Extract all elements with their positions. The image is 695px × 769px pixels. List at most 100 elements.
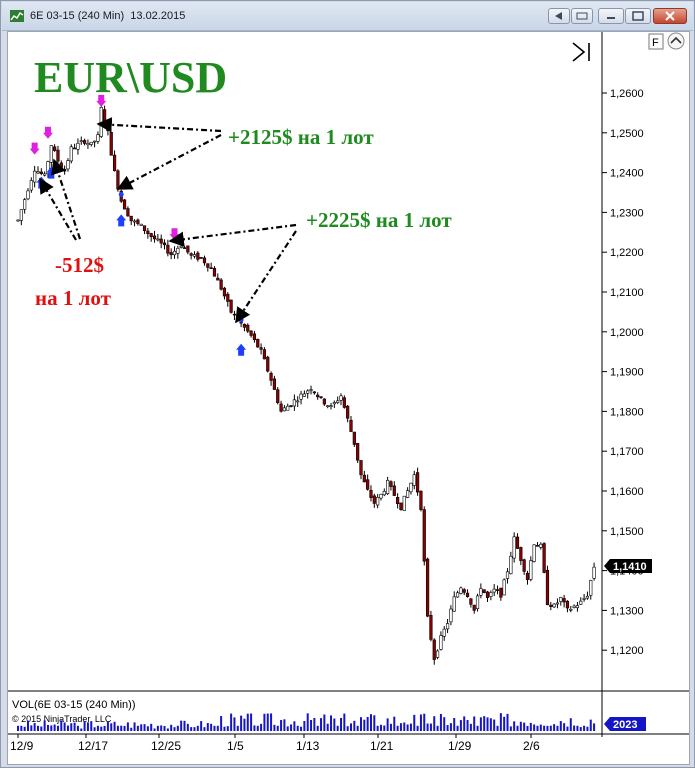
volume-bar [243,718,246,731]
x-tick-label: 2/6 [523,739,540,753]
volume-bar [300,726,303,731]
candle-body [96,134,100,142]
volume-bar [140,724,143,731]
volume-bar [233,717,236,731]
candle-body [329,405,333,407]
candle-body [89,141,93,145]
candle-body [99,106,103,137]
volume-bar [573,725,576,731]
volume-bar [366,717,369,731]
volume-bar [226,726,229,731]
candle-body [179,245,183,248]
volume-bar [576,725,579,731]
volume-bar [236,725,239,731]
volume-bar [183,720,186,731]
candle-body [222,287,227,297]
candle-body [219,279,223,290]
candle-body [555,602,560,605]
pin-button[interactable] [571,8,593,24]
y-tick-label: 1,1300 [610,605,644,617]
candle-body [309,389,313,391]
close-button[interactable] [653,8,687,24]
exit-marker [118,191,124,197]
candle-body [49,145,53,163]
volume-bar [469,723,472,731]
x-tick-label: 1/21 [370,739,394,753]
candle-body [316,394,320,398]
short-entry-marker [96,94,107,107]
volume-bar [153,728,156,731]
y-tick-label: 1,2400 [610,168,644,180]
volume-bar [433,716,436,731]
candle-body [406,490,410,498]
candle-body [322,398,326,405]
y-tick-label: 1,1900 [610,367,644,379]
candle-body [19,209,23,221]
volume-bar [429,723,432,731]
candle-body [172,250,177,256]
volume-bar [583,725,586,731]
volume-bar [579,727,582,731]
volume-bar [113,721,116,731]
candle-body [535,545,540,547]
volume-bar [216,725,219,731]
candle-body [46,161,50,174]
candle-body [525,572,530,580]
scroll-to-end-button[interactable] [572,42,590,62]
y-tick-label: 1,2000 [610,327,644,339]
price-chart[interactable]: EUR\USD +2125$ на 1 лот +2225$ на 1 лот … [8,32,689,764]
candle-body [369,489,373,498]
candle-body [159,238,163,244]
f-toggle-button[interactable]: F [648,33,664,50]
restore-left-button[interactable] [548,8,570,24]
collapse-panel-button[interactable] [667,32,685,50]
volume-bar [519,721,522,731]
candle-body [306,390,310,394]
candle-body [366,479,370,490]
candle-body [352,431,356,445]
candle-body [512,536,516,559]
y-tick-label: 1,2200 [610,247,644,259]
candle-body [332,402,336,405]
volume-bar [563,723,566,731]
candle-body [442,628,446,637]
volume-panel-label: VOL(6E 03-15 (240 Min)) [12,699,136,711]
candle-body [349,419,353,432]
volume-bar [30,725,33,731]
volume-bar [43,720,46,731]
maximize-button[interactable] [625,8,651,24]
candle-body [312,391,316,394]
candle-body [112,154,117,172]
volume-bar [103,725,106,731]
minimize-button[interactable] [598,8,624,24]
profit-annotation-1: +2125$ на 1 лот [228,125,374,149]
short-entry-marker [42,126,53,139]
volume-bar [369,714,372,731]
volume-bar [553,724,556,731]
profit-annotation-2: +2225$ на 1 лот [306,208,452,232]
volume-bar [66,725,69,731]
volume-bar [559,721,562,731]
candle-body [109,132,113,156]
y-tick-label: 1,1700 [610,446,644,458]
candle-body [192,254,197,257]
candle-body [232,313,237,316]
volume-bar [529,722,532,731]
candle-body [339,395,343,401]
candle-body [422,509,426,562]
title-bar[interactable]: 6E 03-15 (240 Min) 13.02.2015 [2,2,693,31]
volume-bar [240,715,243,731]
arrow-right-icon [576,12,588,20]
volume-bar [230,713,233,731]
candle-body [142,225,147,232]
candle-body [169,252,173,256]
volume-bar [90,721,93,731]
volume-bar [313,717,316,731]
chart-area[interactable]: EUR\USD +2125$ на 1 лот +2225$ на 1 лот … [7,31,690,765]
trade-arrow-3 [168,223,297,247]
volume-bar [283,719,286,731]
candle-body [532,544,536,562]
volume-bar [386,718,389,731]
y-tick-label: 1,2300 [610,207,644,219]
candle-body [419,490,423,510]
